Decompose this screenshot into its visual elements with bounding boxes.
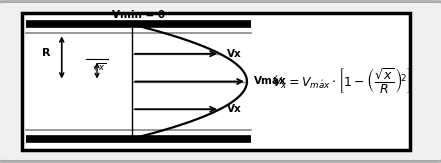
Text: Vmin = 0: Vmin = 0 bbox=[112, 10, 165, 21]
Text: R: R bbox=[42, 48, 51, 58]
Text: $\sqrt{x}$: $\sqrt{x}$ bbox=[92, 62, 106, 73]
FancyBboxPatch shape bbox=[0, 2, 441, 161]
Text: Vmáx: Vmáx bbox=[254, 76, 286, 87]
Text: $V_x = V_{m\acute{a}x} \cdot \left[1-\left(\dfrac{\sqrt{x}}{R}\right)^{\!2}\righ: $V_x = V_{m\acute{a}x} \cdot \left[1-\le… bbox=[272, 67, 411, 96]
Text: Vx: Vx bbox=[227, 49, 241, 59]
Text: Vx: Vx bbox=[227, 104, 241, 114]
FancyBboxPatch shape bbox=[22, 13, 410, 150]
